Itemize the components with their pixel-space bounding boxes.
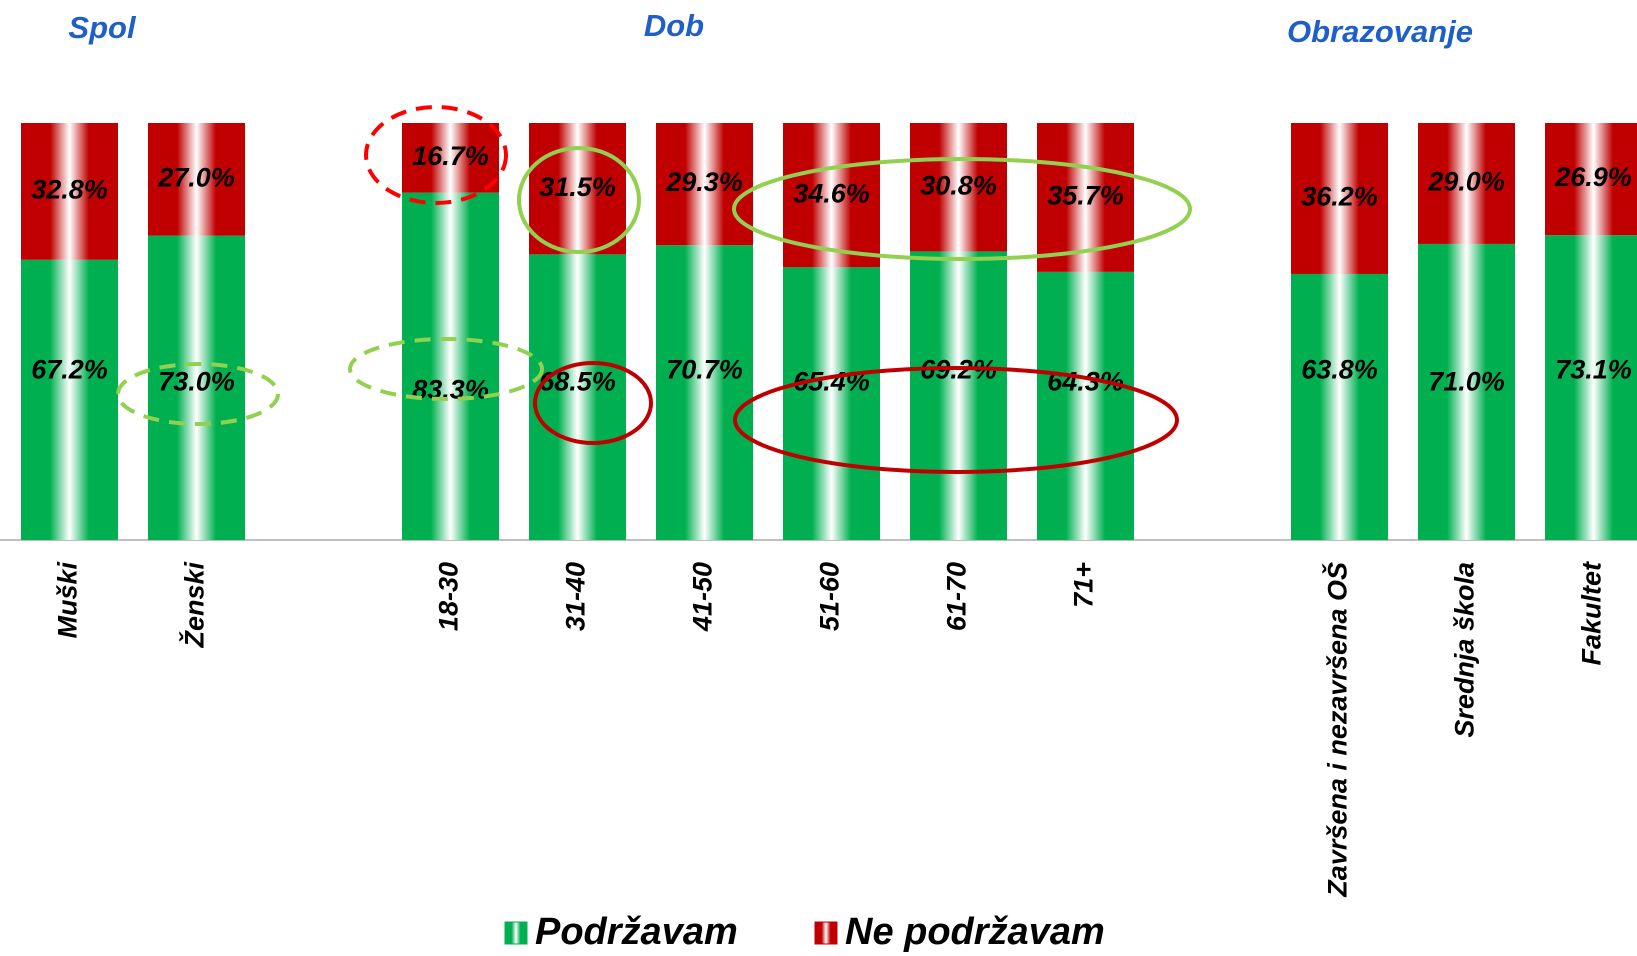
bar-segment xyxy=(402,123,499,193)
x-tick-label: Srednja škola xyxy=(1450,562,1480,738)
bar-segment xyxy=(148,123,245,236)
bar-segment xyxy=(529,254,626,541)
bar-segment xyxy=(21,123,118,260)
annotation-ellipse xyxy=(517,146,641,254)
bar-segment xyxy=(1291,123,1388,274)
value-label: 73.1% xyxy=(1555,354,1632,384)
x-tick-label: Ženski xyxy=(179,562,210,649)
bar-segment xyxy=(1418,243,1515,540)
bar-segment xyxy=(529,123,626,255)
value-label: 68.5% xyxy=(539,366,616,396)
group-title: Spol xyxy=(68,10,137,45)
value-label: 16.7% xyxy=(412,141,489,171)
x-tick-label: Muški xyxy=(53,562,83,639)
value-label: 63.8% xyxy=(1301,354,1378,384)
bar-segment xyxy=(1545,235,1637,540)
value-label: 31.5% xyxy=(539,172,616,202)
value-label: 27.0% xyxy=(157,162,235,192)
value-label: 26.9% xyxy=(1554,162,1632,192)
bar-segment xyxy=(656,245,753,540)
x-tick-label: Fakultet xyxy=(1577,561,1607,666)
bar-segment xyxy=(148,235,245,540)
value-label: 36.2% xyxy=(1301,182,1378,212)
x-tick-label: 71+ xyxy=(1069,562,1099,608)
group-title: Dob xyxy=(644,8,704,43)
value-label: 83.3% xyxy=(412,374,489,404)
value-label: 34.6% xyxy=(793,178,870,208)
bar-segment xyxy=(783,267,880,540)
bar-segment xyxy=(21,259,118,540)
value-label: 32.8% xyxy=(31,175,108,205)
bar-segment xyxy=(656,123,753,246)
annotation-ellipse xyxy=(733,366,1179,474)
bar-segment xyxy=(910,251,1007,540)
bar-segment xyxy=(1418,123,1515,244)
value-label: 29.3% xyxy=(665,167,743,197)
legend-swatch xyxy=(814,921,838,945)
bar-segment xyxy=(1545,123,1637,236)
x-tick-label: 61-70 xyxy=(942,562,972,631)
bar-segment xyxy=(402,192,499,540)
legend-label: Ne podržavam xyxy=(845,911,1105,953)
annotation-ellipse xyxy=(732,157,1192,261)
annotation-ellipse xyxy=(348,337,544,401)
bar-segment xyxy=(1037,271,1134,540)
value-label: 71.0% xyxy=(1428,366,1505,396)
bar-segment xyxy=(910,123,1007,252)
value-label: 35.7% xyxy=(1047,181,1124,211)
x-tick-label: 51-60 xyxy=(815,562,845,631)
x-tick-label: 18-30 xyxy=(434,562,464,631)
value-label: 29.0% xyxy=(1427,167,1505,197)
value-label: 67.2% xyxy=(31,354,108,384)
annotation-ellipse xyxy=(364,105,508,205)
value-label: 70.7% xyxy=(666,354,743,384)
value-label: 73.0% xyxy=(158,366,235,396)
x-tick-label: 31-40 xyxy=(561,562,591,631)
annotation-ellipse xyxy=(116,362,280,426)
group-title: Obrazovanje xyxy=(1287,14,1473,49)
annotation-ellipse xyxy=(533,361,653,445)
x-tick-label: Završena i nezavršena OŠ xyxy=(1322,562,1353,898)
legend-swatch xyxy=(504,921,528,945)
value-label: 30.8% xyxy=(920,170,997,200)
x-tick-label: 41-50 xyxy=(688,562,718,632)
legend-label: Podržavam xyxy=(535,911,738,953)
bar-segment xyxy=(1291,273,1388,540)
